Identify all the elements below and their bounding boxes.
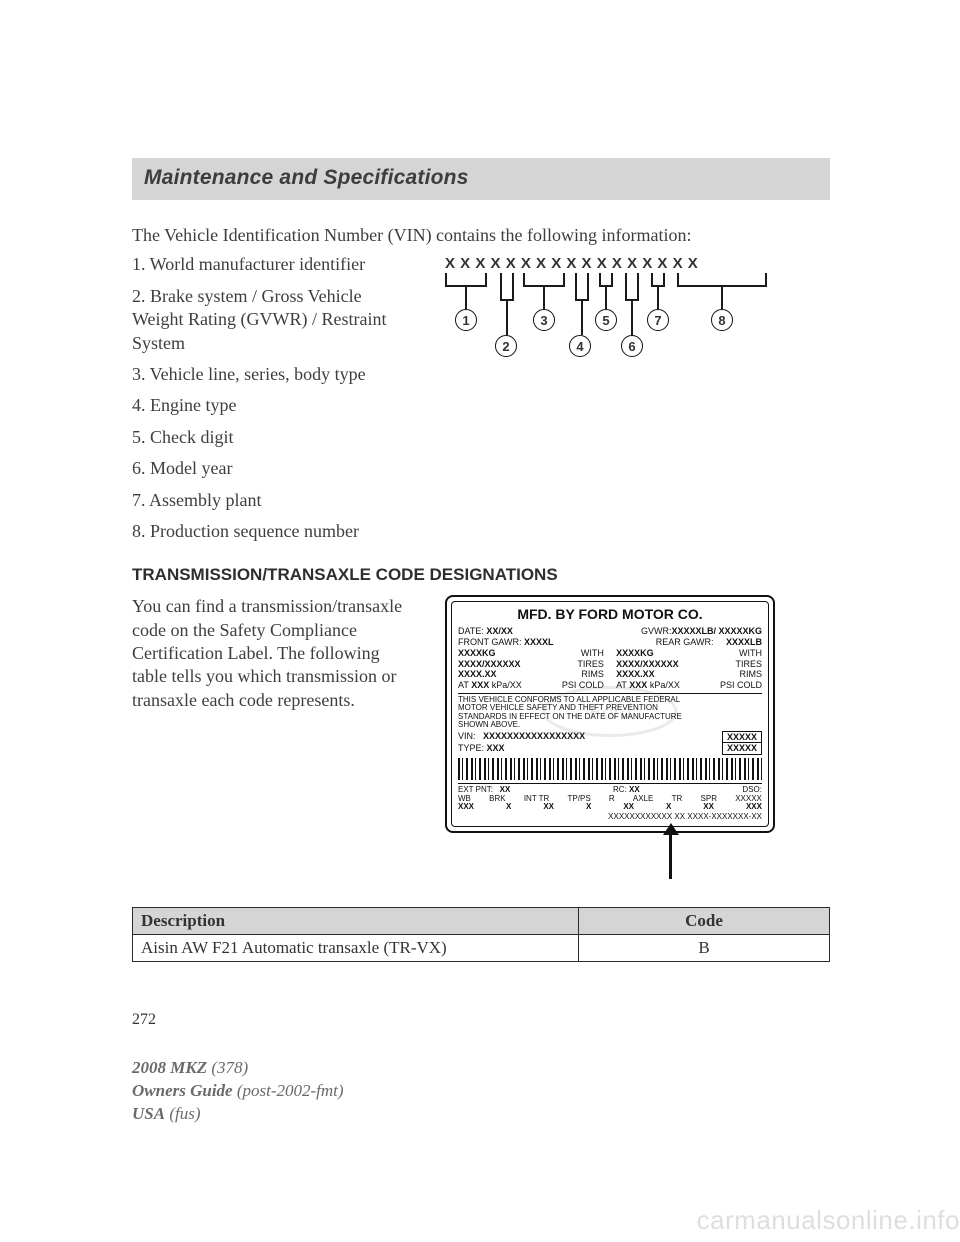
l-tires-v: XXXX/XXXXXX xyxy=(458,659,521,670)
pointer-arrow xyxy=(445,833,775,885)
table-header-row: Description Code xyxy=(133,907,830,934)
label-paragraph: You can find a transmission/transaxle co… xyxy=(132,595,417,712)
label-row: You can find a transmission/transaxle co… xyxy=(132,595,830,885)
front-gawr-label: FRONT GAWR: xyxy=(458,637,522,647)
l-psi: PSI COLD xyxy=(562,680,604,691)
vin-item-6: 6. Model year xyxy=(132,457,417,480)
vin-circle-5: 5 xyxy=(595,309,617,331)
vin-item-2: 2. Brake system / Gross Vehicle Weight R… xyxy=(132,285,417,355)
vin-list: 1. World manufacturer identifier 2. Brak… xyxy=(132,253,417,551)
r-rims-v: XXXX.XX xyxy=(616,669,655,680)
r-kg: XXXXKG xyxy=(616,648,654,659)
extpnt-v: XX xyxy=(500,785,511,794)
serial-line: XXXXXXXXXXXX XX XXXX-XXXXXXX-XX xyxy=(458,813,762,821)
footer-region-rest: (fus) xyxy=(169,1104,200,1123)
vin-circle-7: 7 xyxy=(647,309,669,331)
vin-circle-3: 3 xyxy=(533,309,555,331)
r-tires: TIRES xyxy=(735,659,762,670)
barcode xyxy=(458,758,762,780)
front-gawr-val: XXXXL xyxy=(524,637,554,647)
r-at: AT xyxy=(616,680,627,690)
l-atv: XXX xyxy=(471,680,489,690)
date-value: XX/XX xyxy=(486,626,513,636)
vin-circle-4: 4 xyxy=(569,335,591,357)
right-box2: XXXXX xyxy=(727,743,757,753)
vin-row: 1. World manufacturer identifier 2. Brak… xyxy=(132,253,830,551)
footer-block: 2008 MKZ (378) Owners Guide (post-2002-f… xyxy=(132,1057,344,1126)
vin-item-7: 7. Assembly plant xyxy=(132,489,417,512)
footer-guide-rest: (post-2002-fmt) xyxy=(237,1081,344,1100)
section-heading: TRANSMISSION/TRANSAXLE CODE DESIGNATIONS xyxy=(132,565,830,585)
vin-chars: X X X X X X X X X X X X X X X X X xyxy=(445,255,775,272)
vin-circle-6: 6 xyxy=(621,335,643,357)
header-bar: Maintenance and Specifications xyxy=(132,158,830,200)
label-inner: Ford MFD. BY FORD MOTOR CO. DATE: XX/XX … xyxy=(451,601,769,827)
vin-item-1: 1. World manufacturer identifier xyxy=(132,253,417,276)
rear-gawr-label: REAR GAWR: xyxy=(656,637,714,647)
vin-item-4: 4. Engine type xyxy=(132,394,417,417)
l-with1: WITH xyxy=(581,648,604,659)
l-rims: RIMS xyxy=(581,669,604,680)
vin-item-5: 5. Check digit xyxy=(132,426,417,449)
l-rims-v: XXXX.XX xyxy=(458,669,497,680)
label-column-headers: WBBRKINT TRTP/PSRAXLETRSPRXXXXX xyxy=(458,795,762,803)
r-with1: WITH xyxy=(739,648,762,659)
rc-v: XX xyxy=(629,785,640,794)
vin-label: VIN: xyxy=(458,731,476,741)
vin-circle-1: 1 xyxy=(455,309,477,331)
table-row: Aisin AW F21 Automatic transaxle (TR-VX)… xyxy=(133,934,830,961)
intro-text: The Vehicle Identification Number (VIN) … xyxy=(132,224,830,247)
l-at: AT xyxy=(458,680,469,690)
gvwr-value: XXXXXLB/ XXXXXKG xyxy=(671,626,762,636)
footer-model-code: (378) xyxy=(211,1058,248,1077)
label-title: MFD. BY FORD MOTOR CO. xyxy=(458,606,762,622)
date-label: DATE: xyxy=(458,626,484,636)
th-description: Description xyxy=(133,907,579,934)
r-rims: RIMS xyxy=(740,669,763,680)
section-title: Maintenance and Specifications xyxy=(144,166,818,190)
vin-val: XXXXXXXXXXXXXXXXX xyxy=(483,731,585,741)
l-kg: XXXXKG xyxy=(458,648,496,659)
td-code: B xyxy=(579,934,830,961)
r-psi: PSI COLD xyxy=(720,680,762,691)
certification-label: Ford MFD. BY FORD MOTOR CO. DATE: XX/XX … xyxy=(445,595,775,885)
page-number: 272 xyxy=(132,1011,156,1029)
vin-item-8: 8. Production sequence number xyxy=(132,520,417,543)
l-tires: TIRES xyxy=(577,659,604,670)
rc-l: RC: xyxy=(613,785,627,794)
page: Maintenance and Specifications The Vehic… xyxy=(0,0,960,1242)
transmission-codes-table: Description Code Aisin AW F21 Automatic … xyxy=(132,907,830,962)
site-watermark: carmanualsonline.info xyxy=(697,1205,960,1236)
vin-circle-2: 2 xyxy=(495,335,517,357)
arrow-shaft xyxy=(669,827,672,879)
r-atv: XXX xyxy=(629,680,647,690)
r-kpa: kPa/XX xyxy=(650,680,680,690)
l-kpa: kPa/XX xyxy=(492,680,522,690)
th-code: Code xyxy=(579,907,830,934)
r-tires-v: XXXX/XXXXXX xyxy=(616,659,679,670)
gvwr-label: GVWR: xyxy=(641,626,672,636)
type-val: XXX xyxy=(487,743,505,753)
vin-item-3: 3. Vehicle line, series, body type xyxy=(132,363,417,386)
extpnt-l: EXT PNT: xyxy=(458,785,493,794)
rear-gawr-val: XXXXLB xyxy=(726,637,762,647)
footer-model: 2008 MKZ xyxy=(132,1058,207,1077)
label-text: You can find a transmission/transaxle co… xyxy=(132,595,417,885)
right-box1: XXXXX xyxy=(727,732,757,742)
footer-region: USA xyxy=(132,1104,165,1123)
vin-circle-8: 8 xyxy=(711,309,733,331)
label-column-values: XXXXXXXXXXXXXXX xyxy=(458,803,762,811)
vin-diagram: X X X X X X X X X X X X X X X X X 123456… xyxy=(445,255,775,365)
td-description: Aisin AW F21 Automatic transaxle (TR-VX) xyxy=(133,934,579,961)
type-label: TYPE: xyxy=(458,743,484,753)
compliance-text: THIS VEHICLE CONFORMS TO ALL APPLICABLE … xyxy=(458,696,695,730)
footer-guide: Owners Guide xyxy=(132,1081,233,1100)
label-outer: Ford MFD. BY FORD MOTOR CO. DATE: XX/XX … xyxy=(445,595,775,833)
